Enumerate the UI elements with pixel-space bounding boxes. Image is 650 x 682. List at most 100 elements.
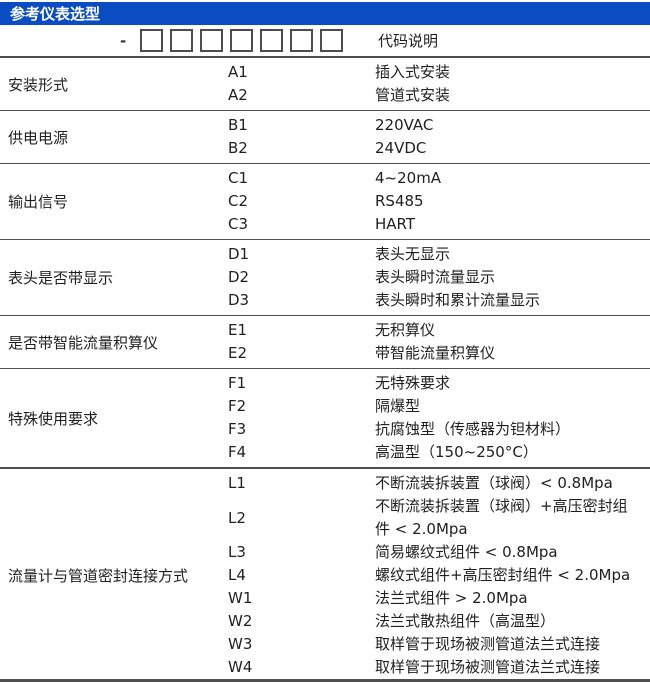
option-description: 表头无显示 [375, 245, 451, 263]
option-description: 220VAC [375, 116, 434, 134]
option-row: F4 高温型（150~250°C） [228, 441, 650, 464]
code-checkbox [290, 29, 314, 52]
group-options: E1 无积算仪 E2 带智能流量积算仪 [228, 319, 650, 365]
group-label: 表头是否带显示 [8, 269, 114, 287]
group-options: L1 不断流装拆装置（球阀）< 0.8Mpa L2 不断流装拆装置（球阀）+高压… [228, 472, 650, 679]
group-label: 供电电源 [8, 128, 69, 147]
selection-group: 是否带智能流量积算仪 E1 无积算仪 E2 带智能流量积算仪 [0, 316, 650, 369]
option-description: 法兰式散热组件（高温型） [375, 612, 556, 630]
group-label: 输出信号 [8, 193, 69, 211]
option-row: E1 无积算仪 [228, 319, 650, 342]
code-checkbox [140, 29, 164, 52]
option-row: F1 无特殊要求 [228, 372, 650, 395]
selection-group: 特殊使用要求 F1 无特殊要求 F2 隔爆型 F3 抗腐蚀型（传感器为钽材料） … [0, 369, 650, 469]
option-row: L2 不断流装拆装置（球阀）+高压密封组件 < 2.0Mpa [228, 495, 650, 541]
option-row: C1 4~20mA [228, 167, 650, 190]
option-code: F3 [228, 420, 247, 438]
option-code: F2 [228, 397, 247, 415]
option-row: L4 螺纹式组件+高压密封组件 < 2.0Mpa [228, 564, 650, 587]
option-description: 取样管于现场被测管道法兰式连接 [375, 635, 601, 653]
dash-separator: - [120, 31, 127, 50]
option-description: 不断流装拆装置（球阀）< 0.8Mpa [375, 474, 613, 492]
option-description: 隔爆型 [375, 397, 421, 415]
option-description: 无积算仪 [375, 321, 436, 339]
selection-group: 表头是否带显示 D1 表头无显示 D2 表头瞬时流量显示 D3 表头瞬时和累计流… [0, 240, 650, 316]
option-row: L1 不断流装拆装置（球阀）< 0.8Mpa [228, 472, 650, 495]
group-options: C1 4~20mA C2 RS485 C3 HART [228, 167, 650, 236]
option-row: W4 取样管于现场被测管道法兰式连接 [228, 656, 650, 679]
option-code: F1 [228, 374, 247, 392]
option-description: 螺纹式组件+高压密封组件 < 2.0Mpa [375, 566, 631, 584]
option-code: W4 [228, 658, 253, 676]
option-code: A2 [228, 86, 248, 104]
option-row: D3 表头瞬时和累计流量显示 [228, 289, 650, 312]
option-code: L3 [228, 543, 246, 561]
option-description: 管道式安装 [375, 86, 451, 104]
option-code: E2 [228, 344, 248, 362]
code-checkbox [230, 29, 254, 52]
option-code: W2 [228, 612, 253, 630]
group-options: D1 表头无显示 D2 表头瞬时流量显示 D3 表头瞬时和累计流量显示 [228, 243, 650, 312]
selection-groups: 安装形式 A1 插入式安装 A2 管道式安装 供电电源 B1 220VAC B2… [0, 58, 650, 679]
option-code: C1 [228, 169, 249, 187]
selection-group: 安装形式 A1 插入式安装 A2 管道式安装 [0, 58, 650, 111]
option-description: 取样管于现场被测管道法兰式连接 [375, 658, 601, 676]
option-description: 插入式安装 [375, 63, 451, 81]
option-code: L2 [228, 508, 246, 527]
option-code: D1 [228, 245, 250, 263]
option-description: 4~20mA [375, 169, 442, 187]
page-title: 参考仪表选型 [10, 5, 101, 23]
title-bar: 参考仪表选型 [0, 2, 650, 25]
option-description: 带智能流量积算仪 [375, 344, 496, 362]
option-code: C3 [228, 215, 249, 233]
option-code: W1 [228, 589, 253, 607]
option-code: D2 [228, 268, 250, 286]
option-description: 简易螺纹式组件 < 0.8Mpa [375, 543, 558, 561]
option-description: 法兰式组件 > 2.0Mpa [375, 589, 528, 607]
selection-group: 输出信号 C1 4~20mA C2 RS485 C3 HART [0, 164, 650, 240]
group-options: B1 220VAC B2 24VDC [228, 114, 650, 160]
group-options: A1 插入式安装 A2 管道式安装 [228, 61, 650, 107]
option-description: 抗腐蚀型（传感器为钽材料） [375, 420, 571, 438]
option-code: W3 [228, 635, 253, 653]
code-checkbox [170, 29, 194, 52]
option-row: W2 法兰式散热组件（高温型） [228, 610, 650, 633]
option-row: A1 插入式安装 [228, 61, 650, 84]
option-row: W1 法兰式组件 > 2.0Mpa [228, 587, 650, 610]
group-label: 流量计与管道密封连接方式 [8, 567, 189, 585]
option-row: L3 简易螺纹式组件 < 0.8Mpa [228, 541, 650, 564]
selection-group: 流量计与管道密封连接方式 L1 不断流装拆装置（球阀）< 0.8Mpa L2 不… [0, 469, 650, 679]
option-row: F3 抗腐蚀型（传感器为钽材料） [228, 418, 650, 441]
option-description: 24VDC [375, 139, 427, 157]
option-row: C2 RS485 [228, 190, 650, 213]
code-boxes [140, 29, 344, 52]
group-label: 特殊使用要求 [8, 409, 99, 428]
option-description: 表头瞬时和累计流量显示 [375, 291, 541, 309]
option-code: B2 [228, 139, 248, 157]
option-code: A1 [228, 63, 248, 81]
option-description: RS485 [375, 192, 424, 210]
option-row: E2 带智能流量积算仪 [228, 342, 650, 365]
selection-group: 供电电源 B1 220VAC B2 24VDC [0, 111, 650, 164]
option-description: 表头瞬时流量显示 [375, 268, 496, 286]
option-code: B1 [228, 116, 248, 134]
option-code: E1 [228, 321, 248, 339]
option-row: W3 取样管于现场被测管道法兰式连接 [228, 633, 650, 656]
option-row: F2 隔爆型 [228, 395, 650, 418]
option-code: D3 [228, 291, 250, 309]
group-label: 是否带智能流量积算仪 [8, 333, 159, 352]
model-code-row: - 代码说明 [0, 25, 650, 58]
group-options: F1 无特殊要求 F2 隔爆型 F3 抗腐蚀型（传感器为钽材料） F4 高温型（… [228, 372, 650, 464]
code-checkbox [260, 29, 284, 52]
option-description: 不断流装拆装置（球阀）+高压密封组件 < 2.0Mpa [375, 497, 628, 538]
option-code: L4 [228, 566, 246, 584]
option-code: L1 [228, 474, 246, 492]
code-description-header: 代码说明 [378, 32, 439, 50]
option-row: D2 表头瞬时流量显示 [228, 266, 650, 289]
option-description: 高温型（150~250°C） [375, 443, 538, 461]
code-checkbox [200, 29, 224, 52]
option-description: 无特殊要求 [375, 374, 451, 392]
code-checkbox [320, 29, 344, 52]
option-description: HART [375, 215, 416, 233]
